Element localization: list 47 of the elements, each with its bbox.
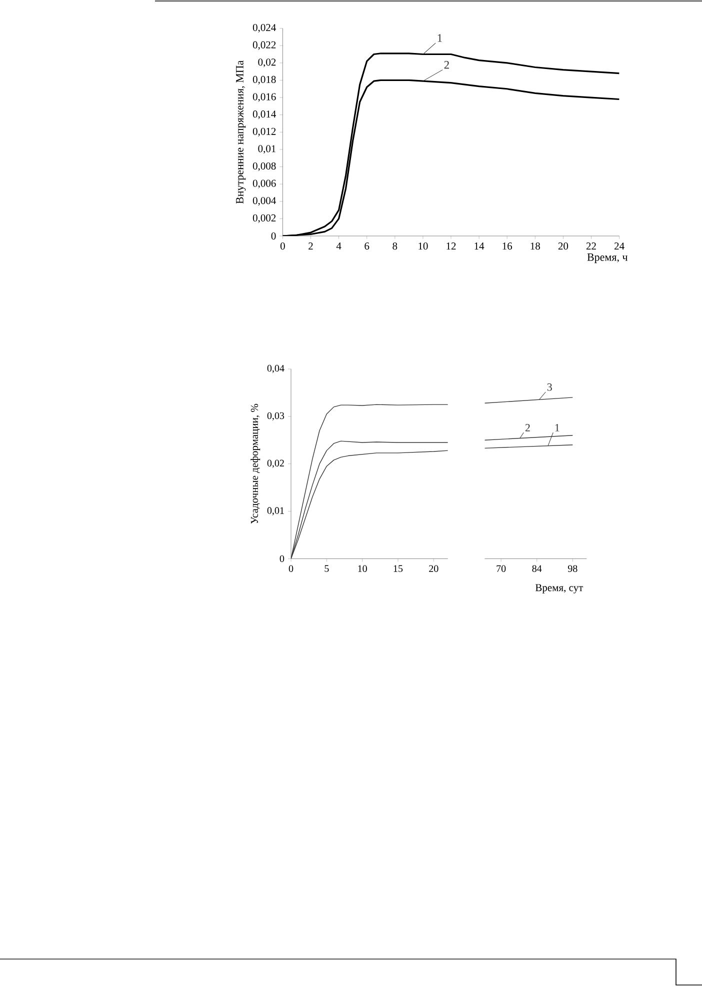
y-tick-label: 0,008 [252,162,276,172]
y-tick-label: 0,006 [252,180,276,188]
series-label: 3 [547,383,552,391]
x-tick-label: 18 [530,242,540,250]
x-tick-label: 15 [394,565,403,572]
y-axis-title: Внутренние напряжения, МПа [236,60,246,204]
series-label: 1 [555,424,560,432]
x-tick-label: 84 [532,565,542,572]
x-tick-label: 4 [336,242,342,250]
x-tick-label: 24 [614,242,624,250]
x-tick-label: 10 [358,565,367,572]
x-tick-label: 98 [568,565,578,572]
x-tick-label: 6 [364,242,370,250]
y-tick-label: 0,002 [252,214,276,223]
y-tick-label: 0,022 [252,41,276,50]
series-label: 1 [438,34,442,42]
y-tick-label: 0,04 [267,364,284,374]
x-axis-title: Время, сут [535,584,584,594]
y-tick-label: 0,01 [267,507,284,516]
y-tick-label: 0 [280,555,284,562]
y-tick-label: 0,014 [252,110,276,120]
y-tick-label: 0,02 [267,460,284,468]
y-tick-label: 0,02 [258,58,276,68]
x-tick-label: 10 [418,242,428,250]
y-tick-label: 0,018 [252,76,276,85]
x-tick-label: 2 [308,242,313,250]
series-label: 2 [444,60,449,69]
y-tick-label: 0,004 [252,197,276,206]
x-tick-label: 70 [496,565,506,572]
y-tick-label: 0,024 [252,24,276,33]
series-label: 2 [525,424,530,432]
y-axis-title: Усадочные деформации, % [250,404,260,524]
x-tick-label: 22 [586,242,596,250]
x-tick-label: 20 [429,565,438,572]
y-tick-label: 0,03 [267,412,284,421]
y-tick-label: 0,01 [258,145,276,154]
x-tick-label: 5 [324,565,329,572]
x-tick-label: 8 [392,242,398,250]
x-tick-label: 16 [502,242,512,250]
x-tick-label: 0 [288,565,294,572]
x-tick-label: 14 [474,242,484,250]
x-axis-title: Время, ч [587,254,628,264]
y-tick-label: 0 [271,232,276,240]
y-tick-label: 0,016 [252,93,276,102]
x-tick-label: 12 [446,242,456,250]
y-tick-label: 0,012 [252,128,276,136]
x-tick-label: 20 [558,242,568,250]
